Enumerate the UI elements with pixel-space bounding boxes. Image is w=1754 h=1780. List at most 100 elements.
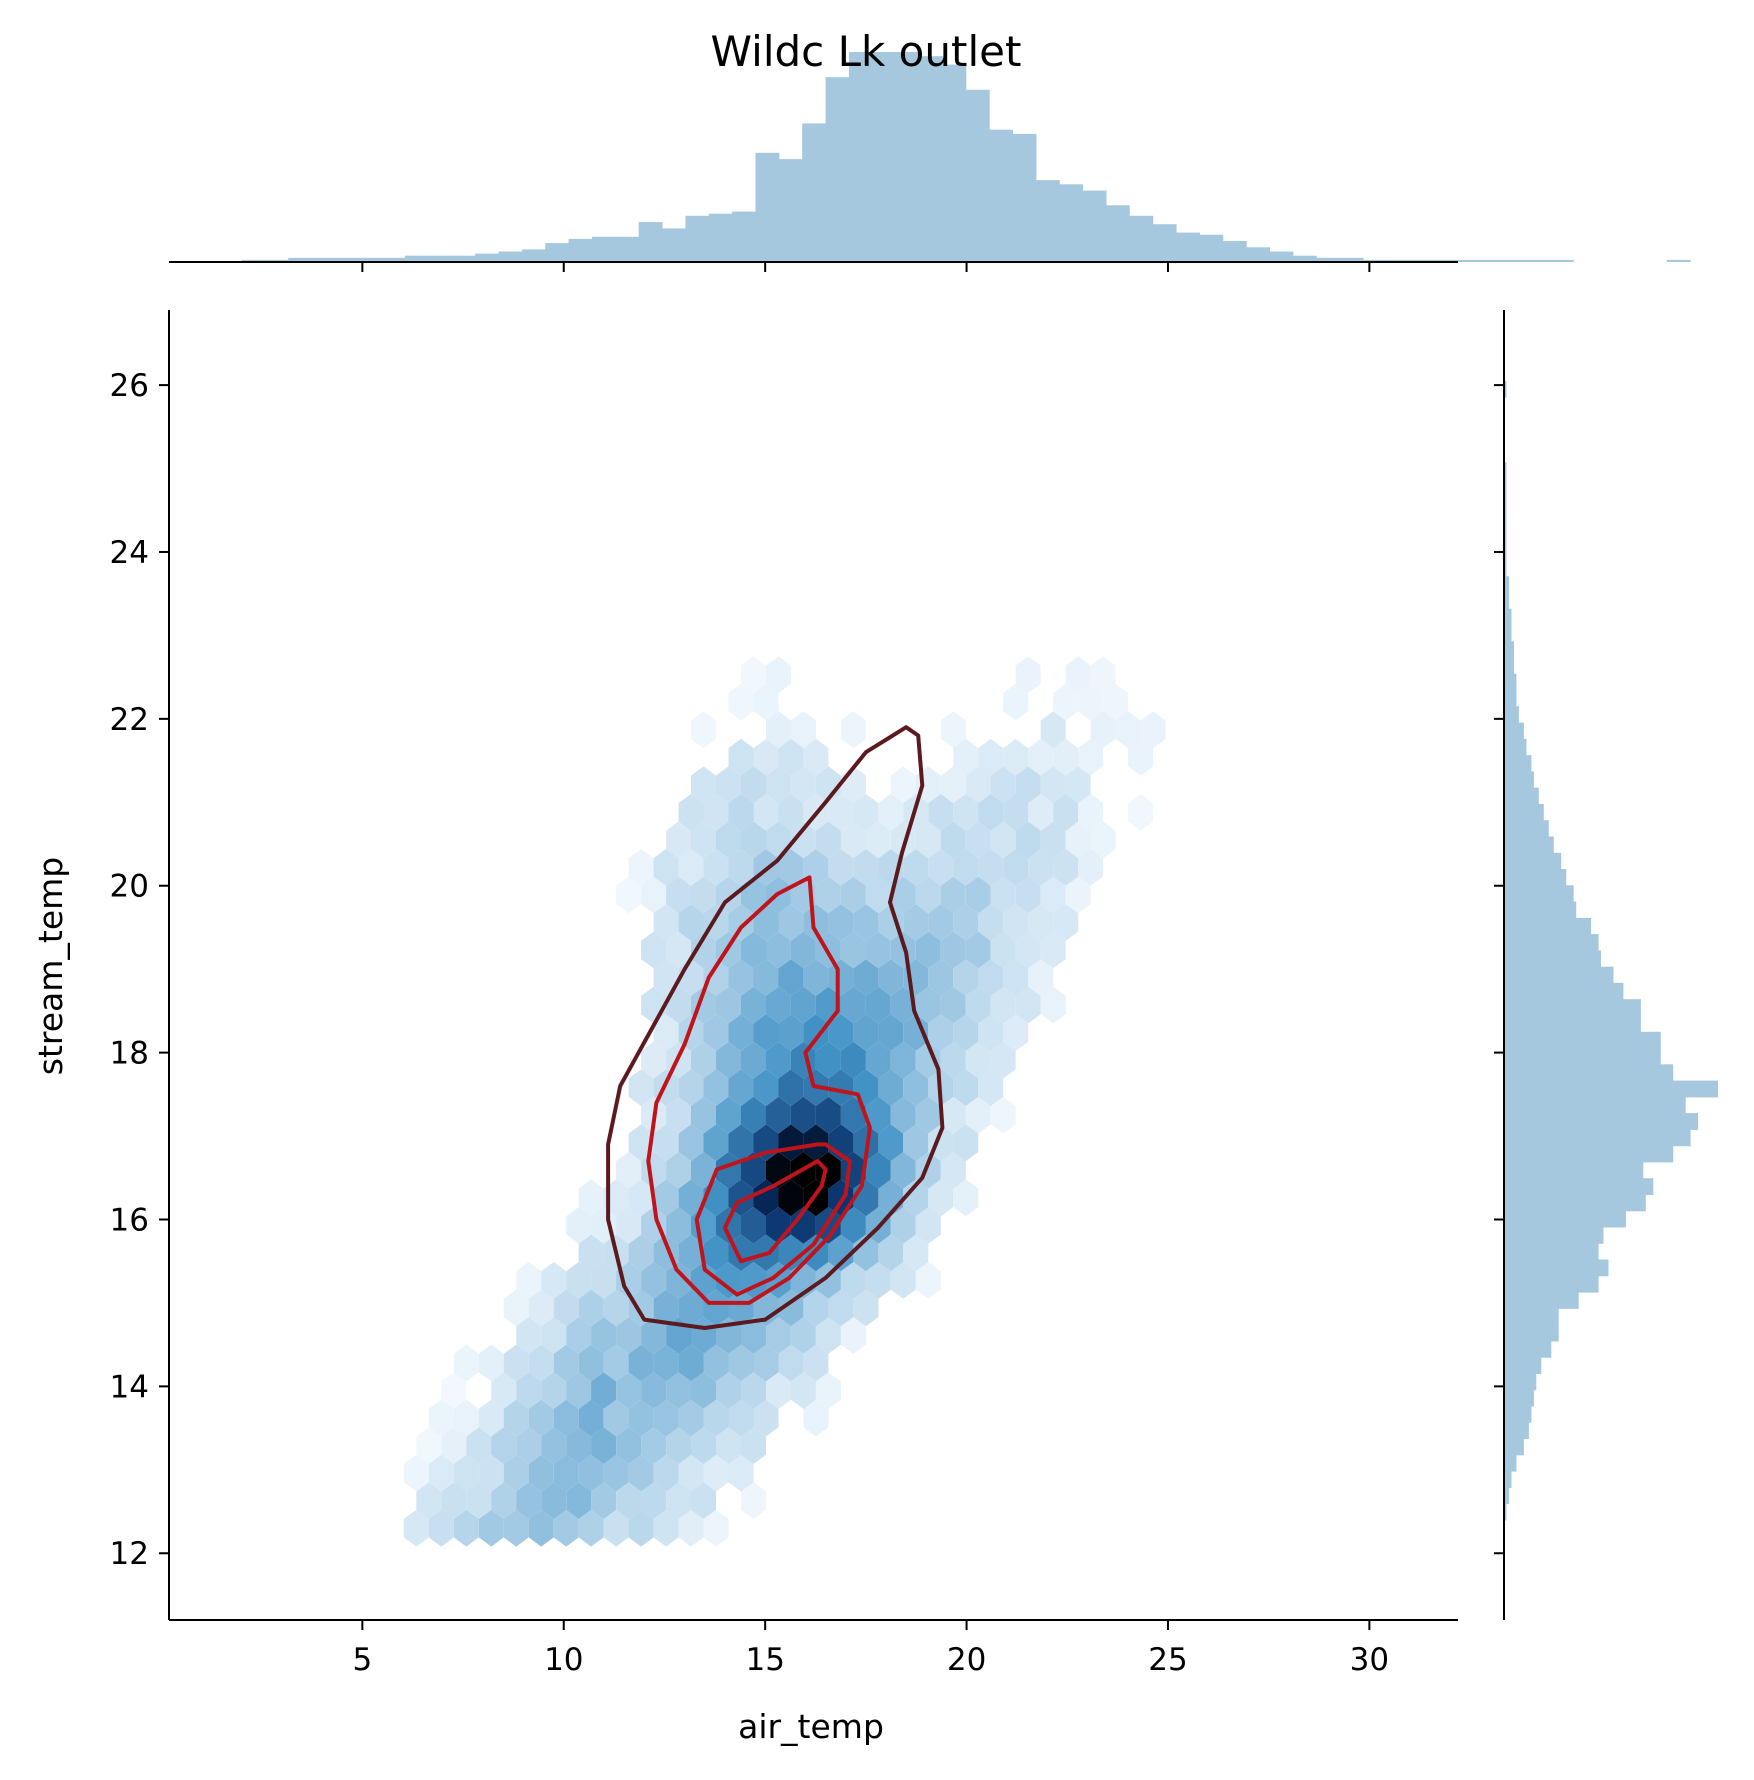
y-tick-label: 24: [110, 535, 149, 571]
histogram-bar: [1504, 869, 1566, 886]
histogram-bar: [989, 130, 1013, 262]
histogram-bar: [1504, 625, 1512, 642]
histogram-bar: [919, 56, 943, 262]
histogram-bar: [685, 216, 709, 262]
histogram-bar: [1504, 658, 1514, 675]
histogram-bar: [1504, 723, 1524, 740]
y-tick-label: 14: [110, 1369, 149, 1405]
top-marginal-histogram: [242, 52, 1754, 262]
x-tick-label: 5: [353, 1642, 373, 1678]
histogram-bar: [475, 254, 499, 262]
histogram-bar: [1504, 1081, 1718, 1098]
histogram-bar: [1504, 641, 1514, 658]
histogram-bar: [1504, 739, 1526, 756]
histogram-bar: [1504, 885, 1574, 902]
histogram-bar: [1223, 241, 1247, 262]
histogram-bar: [1504, 1048, 1661, 1065]
histogram-bar: [1504, 1064, 1673, 1081]
histogram-bar: [1504, 1097, 1686, 1114]
histogram-bar: [1504, 853, 1561, 870]
histogram-bar: [849, 52, 873, 262]
histogram-bar: [1504, 1195, 1646, 1212]
histogram-bar: [1083, 191, 1107, 262]
x-tick-label: 25: [1148, 1642, 1187, 1678]
histogram-bar: [1013, 134, 1037, 262]
y-tick-label: 20: [110, 869, 149, 905]
histogram-bar: [1504, 820, 1549, 837]
histogram-bar: [966, 90, 990, 262]
histogram-bar: [1504, 1373, 1536, 1390]
histogram-bar: [802, 123, 826, 262]
histogram-bar: [1246, 247, 1270, 262]
histogram-bar: [1504, 755, 1531, 772]
right-marginal-histogram: [1504, 381, 1718, 1521]
histogram-bar: [1504, 1211, 1626, 1228]
histogram-bar: [499, 252, 523, 263]
histogram-bar: [709, 214, 733, 262]
x-tick-label: 20: [947, 1642, 986, 1678]
histogram-bar: [1504, 771, 1534, 788]
histogram-bar: [1480, 260, 1504, 262]
x-tick-label: 15: [745, 1642, 784, 1678]
y-tick-label: 22: [110, 702, 149, 738]
histogram-bar: [1176, 233, 1200, 262]
histogram-bar: [732, 212, 756, 262]
histogram-bar: [1504, 1260, 1609, 1277]
histogram-bar: [1504, 1471, 1512, 1488]
histogram-bar: [1504, 983, 1623, 1000]
histogram-bar: [872, 52, 896, 262]
histogram-bar: [1504, 788, 1539, 805]
hexbin-cell: [1128, 794, 1153, 831]
y-tick-label: 12: [110, 1536, 149, 1572]
y-tick-label: 16: [110, 1203, 149, 1239]
histogram-bar: [826, 77, 850, 262]
y-axis-label: stream_temp: [31, 857, 70, 1075]
histogram-bar: [662, 228, 686, 262]
hexbin-cell: [841, 711, 866, 748]
histogram-bar: [1504, 1357, 1541, 1374]
histogram-bar: [1504, 1422, 1529, 1439]
histogram-bar: [1504, 1162, 1643, 1179]
histogram-bar: [1504, 1113, 1698, 1130]
histogram-bar: [1504, 1276, 1599, 1293]
histogram-bar: [1504, 1243, 1599, 1260]
histogram-bar: [1504, 706, 1519, 723]
histogram-bar: [1504, 837, 1554, 854]
histogram-bar: [1504, 1146, 1673, 1163]
histogram-bar: [592, 237, 616, 262]
x-axis-label: air_temp: [738, 1707, 884, 1746]
histogram-bar: [1504, 934, 1599, 951]
histogram-bar: [1504, 918, 1591, 935]
histogram-bar: [1527, 260, 1551, 262]
histogram-bar: [1504, 1341, 1551, 1358]
histogram-bar: [1504, 1016, 1641, 1033]
histogram-bar: [779, 159, 803, 262]
histogram-bar: [1059, 184, 1083, 262]
histogram-bar: [1270, 252, 1294, 263]
histogram-bar: [1504, 950, 1601, 967]
histogram-bar: [1504, 1325, 1559, 1342]
histogram-bar: [1036, 180, 1060, 262]
histogram-bar: [1504, 609, 1512, 626]
histogram-bar: [639, 222, 663, 262]
histogram-bar: [1504, 1439, 1524, 1456]
histogram-bar: [1504, 674, 1516, 691]
histogram-bar: [1504, 902, 1576, 919]
histogram-bar: [1504, 1308, 1559, 1325]
histogram-bar: [1504, 1292, 1579, 1309]
chart-title: Wildc Lk outlet: [711, 27, 1022, 76]
histogram-bar: [1504, 1406, 1531, 1423]
histogram-bar: [1504, 1129, 1691, 1146]
histogram-bar: [1153, 224, 1177, 262]
histogram-bar: [1456, 260, 1480, 262]
histogram-bar: [1504, 967, 1614, 984]
histogram-bar: [1504, 1455, 1516, 1472]
y-tick-label: 26: [110, 368, 149, 404]
histogram-bar: [756, 153, 780, 262]
y-tick-label: 18: [110, 1036, 149, 1072]
histogram-bar: [1504, 1390, 1534, 1407]
histogram-bar: [1504, 999, 1641, 1016]
histogram-bar: [1199, 235, 1223, 262]
x-tick-label: 30: [1350, 1642, 1389, 1678]
